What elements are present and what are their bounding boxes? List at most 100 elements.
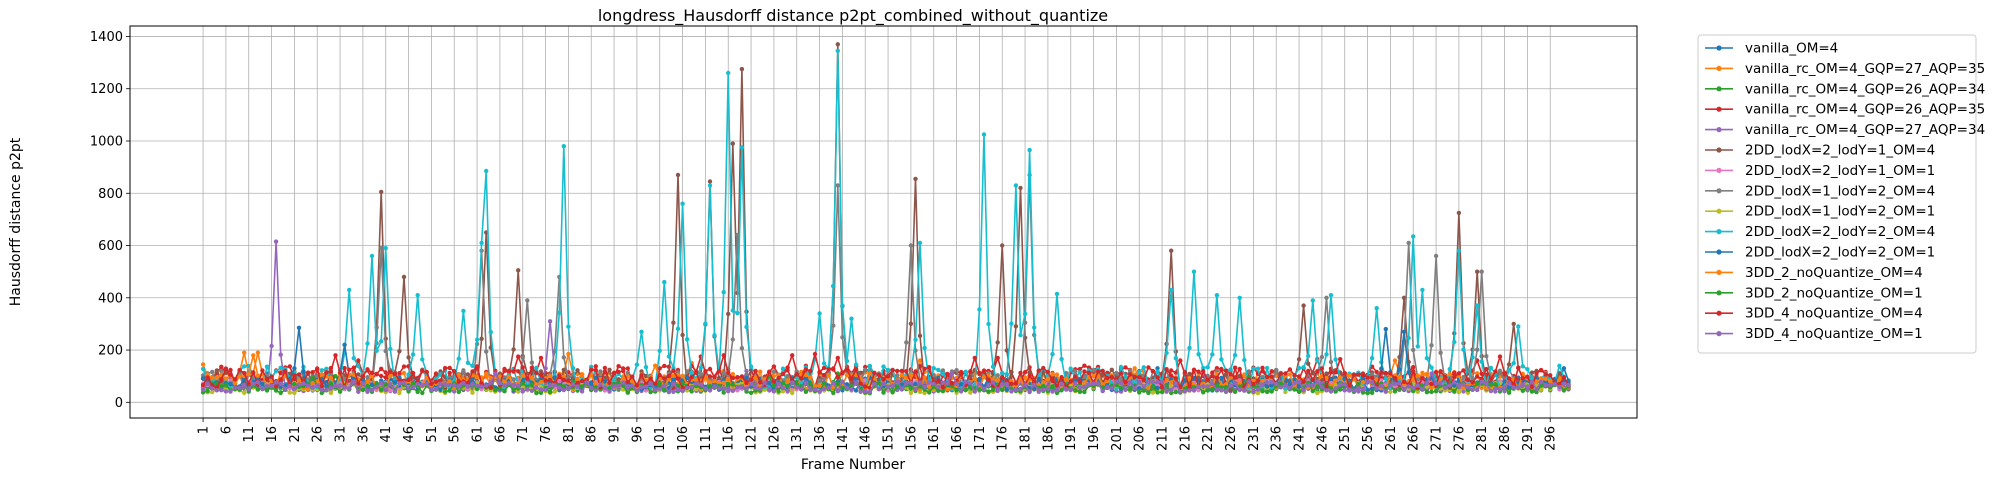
data-point bbox=[529, 360, 535, 365]
data-point bbox=[1379, 378, 1384, 383]
data-point bbox=[342, 385, 347, 390]
data-point bbox=[990, 364, 996, 369]
data-point bbox=[461, 308, 466, 314]
data-point bbox=[694, 377, 699, 382]
data-point bbox=[895, 379, 900, 384]
x-tick-label: 176 bbox=[996, 426, 1011, 451]
x-tick-label: 61 bbox=[471, 426, 486, 443]
data-point bbox=[1132, 386, 1137, 391]
data-point bbox=[849, 316, 854, 321]
data-point bbox=[566, 378, 571, 383]
data-point bbox=[438, 387, 443, 392]
data-point bbox=[616, 380, 621, 386]
data-point bbox=[1424, 371, 1430, 377]
data-point bbox=[360, 381, 366, 386]
data-point bbox=[228, 381, 233, 387]
data-point bbox=[465, 360, 471, 365]
data-point bbox=[689, 384, 694, 390]
data-point bbox=[625, 390, 630, 395]
data-point bbox=[369, 253, 375, 259]
data-point bbox=[1150, 390, 1156, 395]
data-point bbox=[872, 370, 877, 375]
data-point bbox=[908, 380, 914, 386]
data-point bbox=[1082, 369, 1087, 374]
data-point bbox=[593, 388, 598, 393]
data-point bbox=[913, 369, 918, 374]
data-point bbox=[260, 386, 265, 392]
data-point bbox=[1242, 388, 1247, 393]
data-point bbox=[223, 366, 229, 371]
data-point bbox=[1013, 387, 1019, 392]
data-point bbox=[1287, 386, 1293, 391]
data-point bbox=[369, 382, 375, 387]
data-point bbox=[310, 370, 315, 375]
data-point bbox=[1219, 357, 1224, 362]
legend-swatch-marker bbox=[1716, 249, 1722, 255]
data-point bbox=[1374, 386, 1379, 391]
data-point bbox=[981, 132, 987, 137]
data-point bbox=[712, 378, 717, 384]
data-point bbox=[821, 361, 827, 366]
data-point bbox=[1141, 388, 1147, 393]
data-point bbox=[1214, 375, 1220, 381]
data-point bbox=[1356, 389, 1361, 394]
data-point bbox=[1369, 355, 1375, 361]
data-point bbox=[1392, 376, 1398, 381]
data-point bbox=[589, 385, 594, 391]
data-point bbox=[383, 348, 388, 354]
data-point bbox=[675, 326, 681, 331]
data-point bbox=[365, 383, 370, 389]
data-point bbox=[310, 380, 315, 386]
data-point bbox=[817, 389, 822, 394]
data-point bbox=[890, 383, 895, 388]
data-point bbox=[1388, 389, 1393, 394]
data-point bbox=[977, 376, 982, 382]
data-point bbox=[1059, 381, 1064, 387]
data-point bbox=[356, 372, 361, 377]
x-tick-label: 286 bbox=[1498, 426, 1513, 451]
data-point bbox=[666, 373, 672, 379]
data-point bbox=[913, 381, 918, 387]
data-point bbox=[557, 378, 562, 384]
data-point bbox=[726, 386, 731, 391]
data-point bbox=[780, 380, 786, 386]
data-point bbox=[1059, 388, 1064, 393]
data-point bbox=[666, 354, 672, 359]
data-point bbox=[1333, 370, 1338, 375]
data-point bbox=[1310, 377, 1316, 382]
data-point bbox=[1502, 384, 1507, 390]
data-point bbox=[1041, 380, 1046, 385]
data-point bbox=[1319, 354, 1325, 360]
data-point bbox=[922, 390, 927, 396]
data-point bbox=[680, 385, 685, 390]
data-point bbox=[1543, 372, 1548, 377]
data-point bbox=[1497, 368, 1503, 373]
data-point bbox=[858, 389, 863, 394]
data-point bbox=[1123, 387, 1128, 392]
data-point bbox=[484, 349, 489, 354]
data-point bbox=[885, 384, 891, 389]
data-point bbox=[506, 368, 512, 374]
data-point bbox=[790, 390, 795, 396]
data-point bbox=[917, 333, 923, 338]
data-point bbox=[1228, 375, 1233, 380]
data-point bbox=[543, 366, 548, 371]
data-point bbox=[1456, 390, 1462, 395]
data-point bbox=[1164, 367, 1169, 372]
data-point bbox=[1484, 354, 1489, 359]
data-point bbox=[1068, 366, 1073, 371]
data-point bbox=[1105, 384, 1110, 390]
data-point bbox=[420, 390, 425, 396]
data-point bbox=[821, 365, 827, 371]
data-point bbox=[771, 373, 777, 379]
data-point bbox=[1461, 382, 1466, 387]
data-point bbox=[433, 371, 439, 376]
data-point bbox=[493, 371, 498, 376]
data-point bbox=[219, 384, 224, 389]
data-point bbox=[1283, 371, 1288, 376]
data-point bbox=[739, 346, 745, 351]
data-point bbox=[1178, 358, 1183, 363]
chart-title: longdress_Hausdorff distance p2pt_combin… bbox=[598, 6, 1108, 26]
y-tick-label: 800 bbox=[98, 187, 123, 202]
data-point bbox=[1429, 381, 1434, 387]
